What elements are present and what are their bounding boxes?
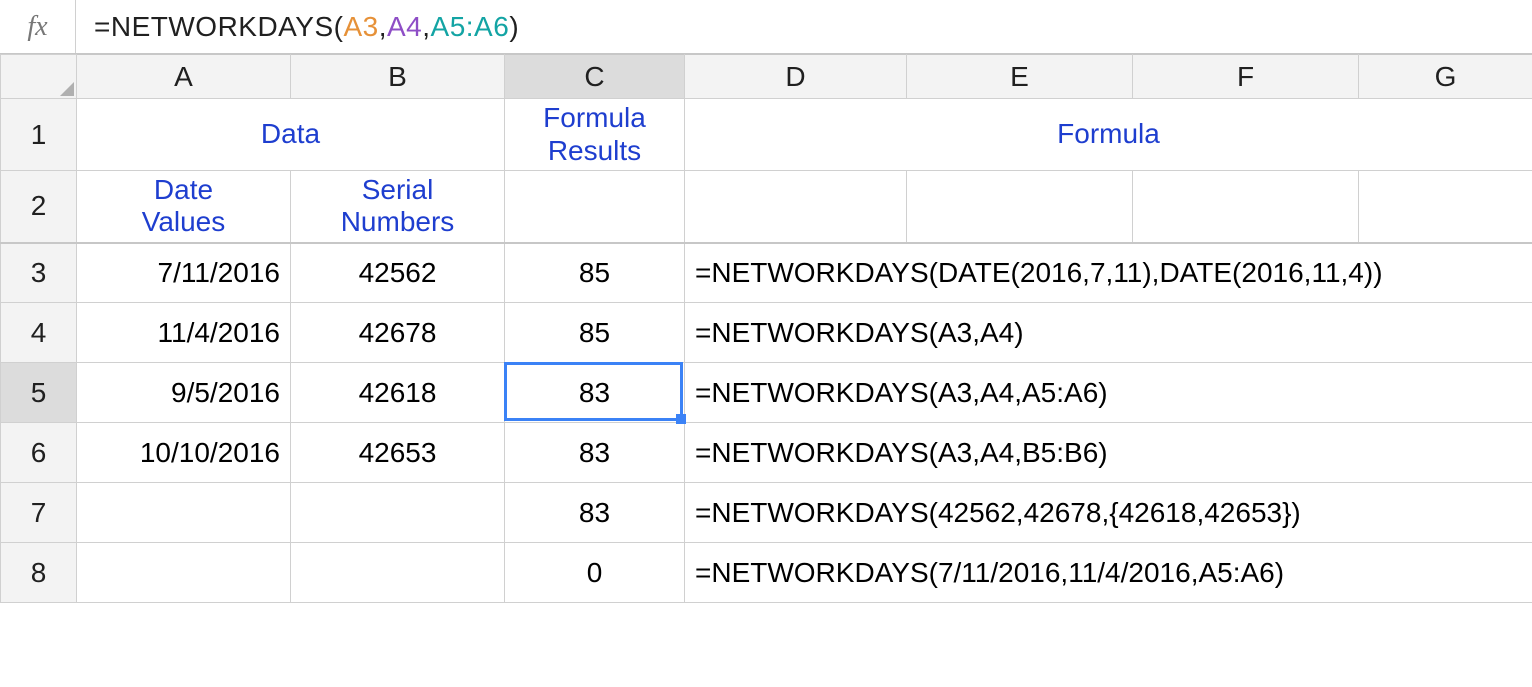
cell-f2[interactable] [1133, 171, 1359, 243]
fx-icon[interactable]: fx [0, 0, 76, 53]
header-data: Data [77, 118, 504, 150]
formula-arg-2: A4 [387, 11, 422, 42]
cell-b4[interactable]: 42678 [291, 303, 505, 363]
cell-a3[interactable]: 7/11/2016 [77, 243, 291, 303]
cell-b5[interactable]: 42618 [291, 363, 505, 423]
cell-b8[interactable] [291, 543, 505, 603]
formula-arg-1: A3 [343, 11, 378, 42]
row-header-2[interactable]: 2 [1, 171, 77, 243]
row-header-4[interactable]: 4 [1, 303, 77, 363]
col-header-d[interactable]: D [685, 55, 907, 99]
col-header-f[interactable]: F [1133, 55, 1359, 99]
row-header-7[interactable]: 7 [1, 483, 77, 543]
cell-a8[interactable] [77, 543, 291, 603]
header-formula-results: Formula Results [505, 102, 684, 166]
cell-d6[interactable]: =NETWORKDAYS(A3,A4,B5:B6) [685, 423, 1532, 483]
cell-b3[interactable]: 42562 [291, 243, 505, 303]
cell-e2[interactable] [907, 171, 1133, 243]
cell-c1[interactable]: Formula Results [505, 99, 685, 171]
row-header-3[interactable]: 3 [1, 243, 77, 303]
cell-c8[interactable]: 0 [505, 543, 685, 603]
cell-d2[interactable] [685, 171, 907, 243]
row-header-6[interactable]: 6 [1, 423, 77, 483]
cell-d4[interactable]: =NETWORKDAYS(A3,A4) [685, 303, 1532, 363]
header-serial-numbers: Serial Numbers [291, 174, 504, 238]
cell-g2[interactable] [1359, 171, 1532, 243]
row-header-8[interactable]: 8 [1, 543, 77, 603]
cell-a2[interactable]: Date Values [77, 171, 291, 243]
cell-c5[interactable]: 83 [505, 363, 685, 423]
select-all-corner[interactable] [1, 55, 77, 99]
cell-d7[interactable]: =NETWORKDAYS(42562,42678,{42618,42653}) [685, 483, 1532, 543]
formula-prefix: = [94, 11, 111, 42]
formula-arg-3: A5:A6 [431, 11, 510, 42]
cell-d5[interactable]: =NETWORKDAYS(A3,A4,A5:A6) [685, 363, 1532, 423]
header-date-values: Date Values [77, 174, 290, 238]
col-header-a[interactable]: A [77, 55, 291, 99]
header-formula: Formula [685, 118, 1532, 150]
cell-d8[interactable]: =NETWORKDAYS(7/11/2016,11/4/2016,A5:A6) [685, 543, 1532, 603]
col-header-g[interactable]: G [1359, 55, 1532, 99]
cell-a6[interactable]: 10/10/2016 [77, 423, 291, 483]
cell-d1-g1[interactable]: Formula [685, 99, 1532, 171]
cell-a4[interactable]: 11/4/2016 [77, 303, 291, 363]
col-header-c[interactable]: C [505, 55, 685, 99]
formula-input[interactable]: =NETWORKDAYS(A3,A4,A5:A6) [76, 11, 519, 43]
cell-b7[interactable] [291, 483, 505, 543]
cell-b2[interactable]: Serial Numbers [291, 171, 505, 243]
cell-c2[interactable] [505, 171, 685, 243]
cell-c7[interactable]: 83 [505, 483, 685, 543]
cell-a1-b1[interactable]: Data [77, 99, 505, 171]
formula-func: NETWORKDAYS [111, 11, 334, 42]
cell-c6[interactable]: 83 [505, 423, 685, 483]
cell-b6[interactable]: 42653 [291, 423, 505, 483]
formula-bar: fx =NETWORKDAYS(A3,A4,A5:A6) [0, 0, 1532, 54]
row-header-1[interactable]: 1 [1, 99, 77, 171]
cell-c4[interactable]: 85 [505, 303, 685, 363]
cell-a5[interactable]: 9/5/2016 [77, 363, 291, 423]
cell-a7[interactable] [77, 483, 291, 543]
cell-d3[interactable]: =NETWORKDAYS(DATE(2016,7,11),DATE(2016,1… [685, 243, 1532, 303]
spreadsheet-grid[interactable]: A B C D E F G 1 Data Formula Results For… [0, 54, 1532, 603]
cell-c3[interactable]: 85 [505, 243, 685, 303]
row-header-5[interactable]: 5 [1, 363, 77, 423]
col-header-e[interactable]: E [907, 55, 1133, 99]
col-header-b[interactable]: B [291, 55, 505, 99]
